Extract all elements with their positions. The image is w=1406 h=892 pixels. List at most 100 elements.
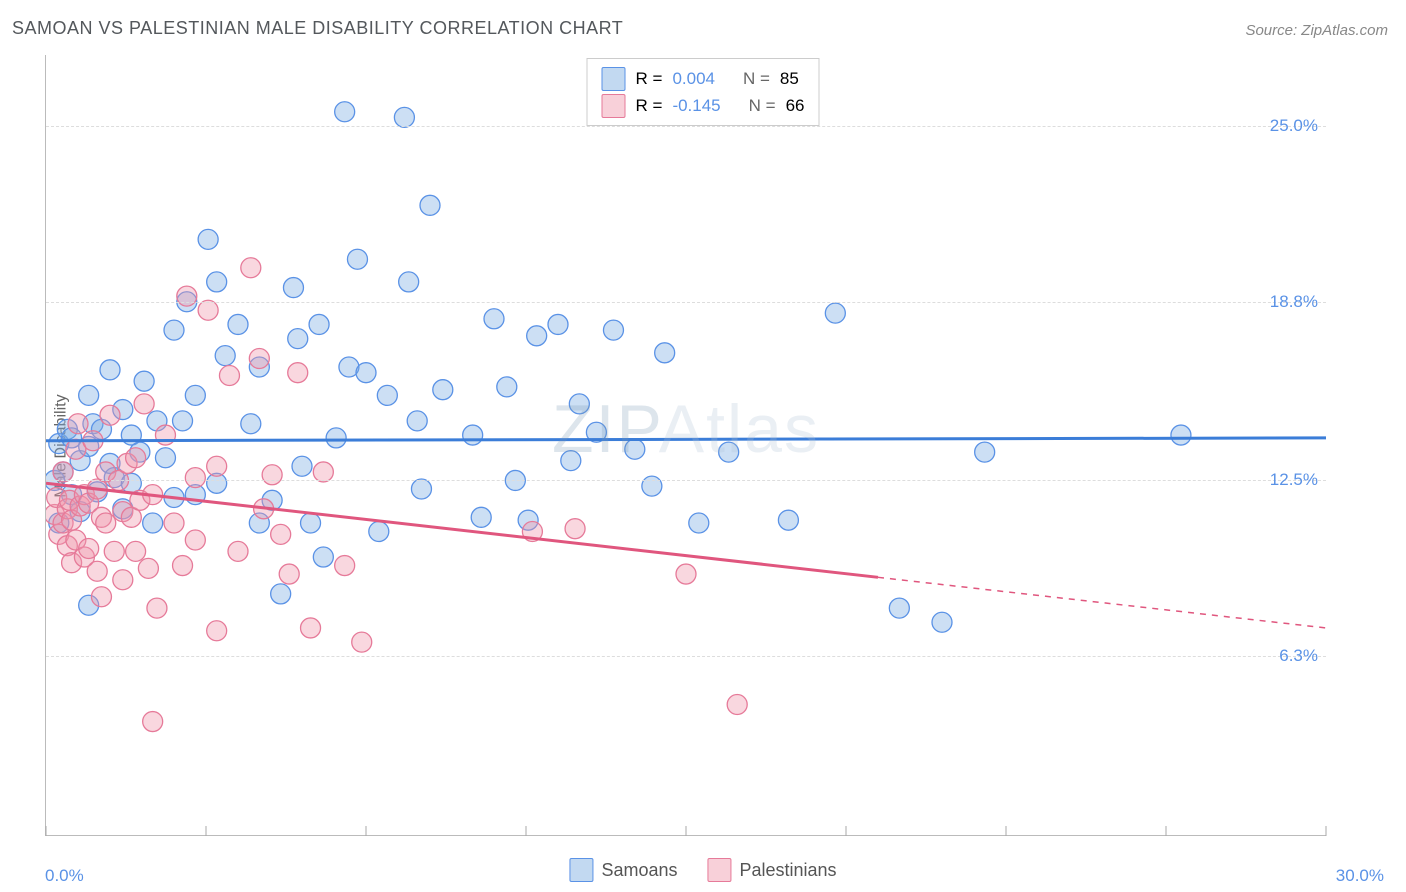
data-point — [433, 380, 453, 400]
data-point — [91, 587, 111, 607]
scatter-svg — [46, 55, 1326, 835]
data-point — [198, 229, 218, 249]
data-point — [53, 462, 73, 482]
data-point — [497, 377, 517, 397]
gridline — [46, 656, 1326, 657]
n-label: N = — [743, 65, 770, 92]
data-point — [719, 442, 739, 462]
data-point — [241, 414, 261, 434]
data-point — [283, 278, 303, 298]
data-point — [932, 612, 952, 632]
data-point — [301, 513, 321, 533]
data-point — [548, 314, 568, 334]
data-point — [100, 360, 120, 380]
swatch-icon — [602, 94, 626, 118]
data-point — [313, 547, 333, 567]
data-point — [271, 584, 291, 604]
data-point — [569, 394, 589, 414]
data-point — [889, 598, 909, 618]
legend-series: Samoans Palestinians — [569, 858, 836, 882]
legend-row: R = 0.004 N = 85 — [602, 65, 805, 92]
data-point — [185, 468, 205, 488]
r-label: R = — [636, 92, 663, 119]
data-point — [134, 371, 154, 391]
data-point — [326, 428, 346, 448]
data-point — [411, 479, 431, 499]
data-point — [975, 442, 995, 462]
plot-area: ZIPAtlas 6.3%12.5%18.8%25.0% — [45, 55, 1326, 836]
data-point — [676, 564, 696, 584]
x-tick-mark — [1326, 826, 1327, 836]
series-name: Samoans — [601, 860, 677, 881]
data-point — [527, 326, 547, 346]
data-point — [185, 530, 205, 550]
x-tick-mark — [46, 826, 47, 836]
data-point — [79, 539, 99, 559]
data-point — [399, 272, 419, 292]
data-point — [113, 570, 133, 590]
data-point — [249, 348, 269, 368]
n-label: N = — [749, 92, 776, 119]
n-value: 66 — [786, 92, 805, 119]
trend-line — [46, 438, 1326, 441]
data-point — [407, 411, 427, 431]
data-point — [68, 414, 88, 434]
x-tick-mark — [1166, 826, 1167, 836]
data-point — [347, 249, 367, 269]
data-point — [104, 541, 124, 561]
x-tick-mark — [366, 826, 367, 836]
data-point — [155, 448, 175, 468]
data-point — [642, 476, 662, 496]
data-point — [420, 195, 440, 215]
data-point — [134, 394, 154, 414]
data-point — [219, 366, 239, 386]
data-point — [96, 513, 116, 533]
data-point — [565, 519, 585, 539]
swatch-icon — [602, 67, 626, 91]
x-tick-mark — [686, 826, 687, 836]
data-point — [352, 632, 372, 652]
data-point — [164, 513, 184, 533]
data-point — [126, 448, 146, 468]
data-point — [471, 507, 491, 527]
swatch-icon — [707, 858, 731, 882]
swatch-icon — [569, 858, 593, 882]
data-point — [335, 102, 355, 122]
chart-title: SAMOAN VS PALESTINIAN MALE DISABILITY CO… — [12, 18, 623, 39]
x-tick-mark — [206, 826, 207, 836]
data-point — [313, 462, 333, 482]
data-point — [215, 346, 235, 366]
data-point — [100, 405, 120, 425]
data-point — [87, 561, 107, 581]
data-point — [207, 456, 227, 476]
legend-row: R = -0.145 N = 66 — [602, 92, 805, 119]
x-tick-mark — [846, 826, 847, 836]
series-name: Palestinians — [739, 860, 836, 881]
n-value: 85 — [780, 65, 799, 92]
data-point — [164, 320, 184, 340]
data-point — [377, 385, 397, 405]
data-point — [727, 695, 747, 715]
data-point — [288, 329, 308, 349]
data-point — [292, 456, 312, 476]
data-point — [198, 300, 218, 320]
r-value: 0.004 — [672, 65, 715, 92]
data-point — [369, 522, 389, 542]
x-min-label: 0.0% — [45, 866, 84, 886]
x-max-label: 30.0% — [1336, 866, 1384, 886]
data-point — [561, 451, 581, 471]
gridline — [46, 480, 1326, 481]
data-point — [143, 712, 163, 732]
r-label: R = — [636, 65, 663, 92]
data-point — [394, 107, 414, 127]
data-point — [126, 541, 146, 561]
data-point — [228, 314, 248, 334]
data-point — [625, 439, 645, 459]
data-point — [228, 541, 248, 561]
source-label: Source: ZipAtlas.com — [1245, 22, 1388, 39]
data-point — [173, 411, 193, 431]
legend-item: Palestinians — [707, 858, 836, 882]
data-point — [689, 513, 709, 533]
data-point — [147, 598, 167, 618]
legend-stats: R = 0.004 N = 85 R = -0.145 N = 66 — [587, 58, 820, 126]
